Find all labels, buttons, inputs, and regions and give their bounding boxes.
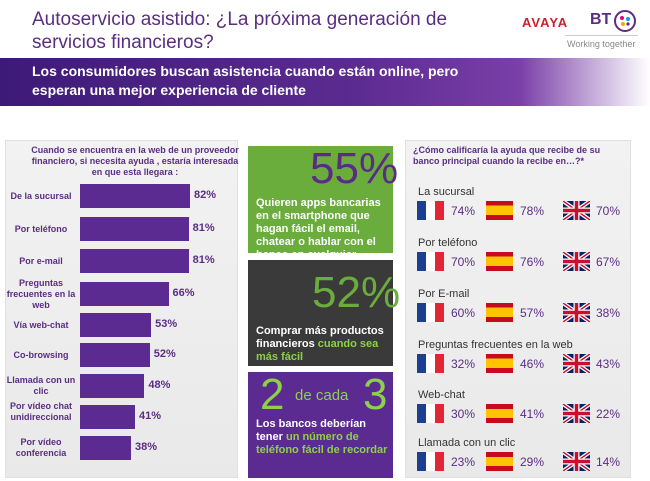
bar-value-label: 41%: [139, 410, 162, 422]
bar-value-label: 66%: [172, 287, 195, 299]
avaya-logo: AVAYA: [522, 15, 569, 30]
stat-tile-phone: [248, 372, 393, 478]
spain-flag-icon: [486, 452, 513, 471]
france-flag-icon: [417, 452, 444, 471]
subtitle-banner: [0, 58, 650, 106]
bar-value-label: 81%: [192, 222, 215, 234]
bar: [80, 282, 169, 306]
rating-value: 43%: [596, 357, 621, 371]
bar: [80, 313, 152, 337]
france-flag-icon: [417, 354, 444, 373]
france-flag-icon: [417, 201, 444, 220]
rating-value: 70%: [451, 255, 476, 269]
stat-phone-de-cada: de cada: [295, 387, 349, 404]
spain-flag-icon: [486, 252, 513, 271]
bar: [80, 249, 189, 273]
uk-flag-icon: [563, 201, 590, 220]
logo-divider: [565, 35, 638, 36]
bar-value-label: 52%: [153, 348, 176, 360]
spain-flag-icon: [486, 404, 513, 423]
bar-label: Por e-mail: [19, 255, 63, 266]
rating-value: 46%: [520, 357, 545, 371]
spain-flag-icon: [486, 201, 513, 220]
stat-phone-text: Los bancos deberían tener un número de t…: [256, 418, 392, 457]
bar-label: Llamada con un clic: [6, 375, 76, 396]
bar-label: Vía web-chat: [13, 319, 69, 330]
rating-value: 14%: [596, 455, 621, 469]
bar-value-label: 48%: [148, 379, 171, 391]
france-flag-icon: [417, 404, 444, 423]
stat-phone-text-a: Los bancos deberían tener: [256, 418, 367, 443]
france-flag-icon: [417, 303, 444, 322]
rating-value: 30%: [451, 407, 476, 421]
rating-value: 29%: [520, 455, 545, 469]
bar: [80, 184, 190, 208]
bt-logo: BT: [590, 11, 612, 28]
bar: [80, 343, 150, 367]
rating-row-label: Por teléfono: [418, 237, 478, 249]
bar: [80, 374, 145, 398]
rating-value: 22%: [596, 407, 621, 421]
rating-value: 74%: [451, 204, 476, 218]
spain-flag-icon: [486, 303, 513, 322]
bar-label: Por teléfono: [14, 223, 68, 234]
uk-flag-icon: [563, 354, 590, 373]
left-chart-title: Cuando se encuentra en la web de un prov…: [31, 145, 239, 177]
stat-phone-3: 3: [363, 370, 388, 419]
bar-value-label: 38%: [134, 441, 157, 453]
rating-value: 70%: [596, 204, 621, 218]
rating-value: 78%: [520, 204, 545, 218]
uk-flag-icon: [563, 303, 590, 322]
uk-flag-icon: [563, 404, 590, 423]
stat-tile-apps: [248, 146, 393, 253]
bar-value-label: 53%: [155, 318, 178, 330]
stat-products-text-b: cuando sea más fácil: [256, 338, 379, 363]
rating-value: 67%: [596, 255, 621, 269]
rating-value: 60%: [451, 306, 476, 320]
bar-label: Por vídeo conferencia: [15, 437, 67, 458]
stat-products-text: Comprar más productos financieros cuando…: [256, 325, 392, 364]
bt-tagline: Working together: [567, 39, 636, 49]
bt-globe-icon: [614, 10, 636, 32]
page-title: Autoservicio asistido: ¿La próxima gener…: [32, 9, 448, 53]
stat-phone-2: 2: [260, 370, 285, 419]
subtitle: Los consumidores buscan asistencia cuand…: [32, 63, 459, 98]
bar: [80, 436, 131, 460]
rating-value: 41%: [520, 407, 545, 421]
right-chart-title: ¿Cómo calificaría la ayuda que recibe de…: [413, 145, 601, 166]
rating-row-label: La sucursal: [418, 186, 475, 198]
stat-products-text-a: Comprar más productos financieros: [256, 325, 384, 350]
bar-label: De la sucursal: [10, 190, 72, 201]
stat-tile-products: [248, 260, 393, 366]
rating-value: 32%: [451, 357, 476, 371]
stat-apps: 55%: [310, 144, 399, 193]
stat-phone-text-b: un número de teléfono fácil de recordar: [256, 431, 388, 456]
bar-value-label: 81%: [192, 254, 215, 266]
uk-flag-icon: [563, 252, 590, 271]
bar: [80, 405, 135, 429]
rating-value: 23%: [451, 455, 476, 469]
stat-products: 52%: [312, 268, 401, 317]
bar-value-label: 82%: [194, 189, 217, 201]
spain-flag-icon: [486, 354, 513, 373]
rating-row-label: Web-chat: [418, 389, 465, 401]
bar-label: Preguntas frecuentes en la web: [6, 277, 76, 310]
rating-value: 57%: [520, 306, 545, 320]
france-flag-icon: [417, 252, 444, 271]
stat-apps-text: Quieren apps bancarias en el smartphone …: [256, 197, 381, 274]
rating-row-label: Preguntas frecuentes en la web: [418, 339, 573, 351]
bar-label: Co-browsing: [13, 349, 69, 360]
uk-flag-icon: [563, 452, 590, 471]
bar-label: Por vídeo chat unidireccional: [9, 400, 72, 422]
rating-value: 76%: [520, 255, 545, 269]
rating-value: 38%: [596, 306, 621, 320]
bar: [80, 217, 189, 241]
rating-row-label: Llamada con un clic: [418, 437, 516, 449]
rating-row-label: Por E-mail: [418, 288, 470, 300]
